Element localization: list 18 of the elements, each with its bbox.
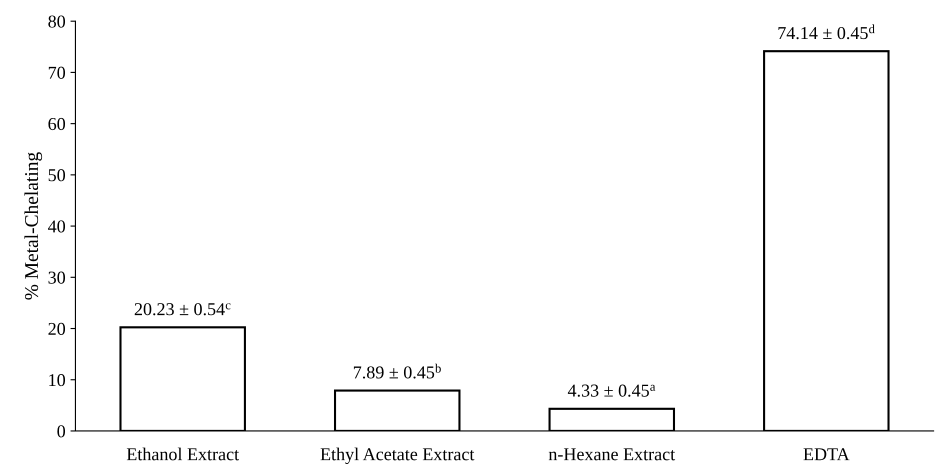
y-tick-label: 10 [49, 374, 66, 386]
x-tick-label: Ethanol Extract [126, 448, 240, 460]
data-label: 20.23 ± 0.54$^{c}$ [134, 303, 230, 316]
y-tick-label: 60 [48, 118, 66, 130]
x-tick-label: n-Hexane Extract [548, 448, 676, 460]
y-tick-label: 30 [48, 272, 66, 284]
data-label: 7.89 ± 0.45$^{b}$ [354, 364, 441, 379]
y-tick-label: 70 [48, 66, 66, 79]
y-tick-label: 80 [48, 15, 66, 28]
x-tick-label: Ethyl Acetate Extract [320, 448, 474, 464]
y-tick-label: 0 [57, 425, 66, 438]
y-tick-label: 50 [48, 169, 66, 182]
y-axis-title: % Metal-Chelating [24, 152, 42, 300]
y-tick-label: 40 [48, 220, 66, 233]
y-tick-label: 20 [48, 322, 66, 335]
data-label: 4.33 ± 0.45$^{a}$ [568, 384, 656, 397]
data-label: 74.14 ± 0.45$^{d}$ [778, 24, 875, 40]
x-tick-label: EDTA [803, 448, 850, 460]
